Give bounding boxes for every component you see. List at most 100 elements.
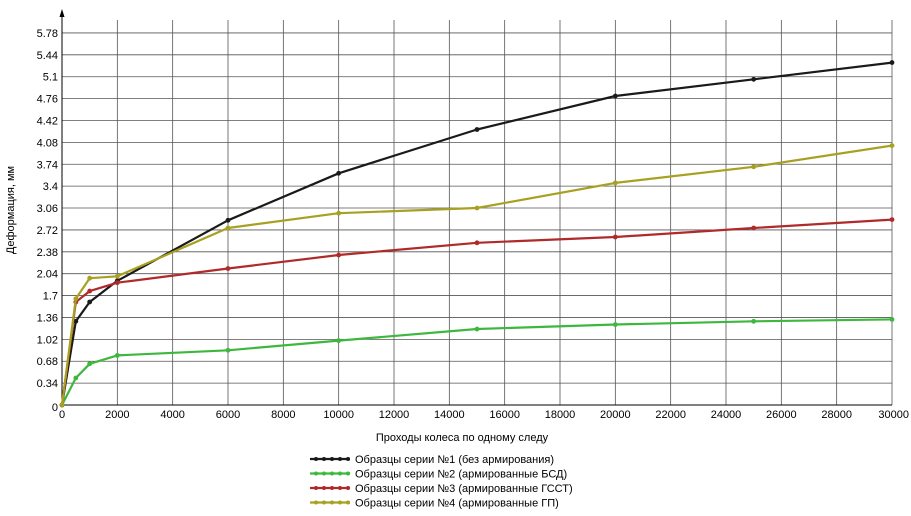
series-line bbox=[61, 318, 893, 406]
y-tick-label: 1.36 bbox=[37, 312, 58, 324]
x-tick-label: 12000 bbox=[379, 409, 410, 421]
data-point bbox=[336, 170, 342, 176]
data-point bbox=[751, 225, 757, 231]
series-1 bbox=[59, 60, 895, 408]
legend-item: Образцы серии №3 (армированные ГССТ) bbox=[310, 483, 573, 495]
legend-swatch-marker bbox=[314, 486, 318, 490]
x-tick-label: 0 bbox=[59, 409, 65, 421]
y-tick-label: 5.78 bbox=[37, 28, 58, 40]
legend-item: Образцы серии №1 (без армирования) bbox=[310, 454, 554, 466]
x-tick-label: 14000 bbox=[434, 409, 465, 421]
data-point bbox=[114, 353, 120, 358]
data-point bbox=[751, 76, 757, 82]
data-point bbox=[474, 240, 480, 246]
data-point bbox=[87, 275, 93, 281]
x-tick-label: 4000 bbox=[160, 409, 184, 421]
data-point bbox=[225, 347, 231, 353]
data-point bbox=[474, 205, 480, 211]
legend-swatch-marker bbox=[338, 500, 342, 505]
legend-swatch-marker bbox=[330, 500, 334, 505]
data-point bbox=[73, 318, 79, 324]
x-tick-label: 18000 bbox=[545, 409, 576, 421]
data-point bbox=[336, 210, 342, 216]
grid bbox=[62, 20, 893, 405]
y-tick-label: 4.42 bbox=[37, 115, 58, 127]
legend-swatch-marker bbox=[346, 500, 350, 505]
data-point bbox=[751, 164, 757, 170]
data-point bbox=[889, 60, 895, 65]
x-tick-label: 22000 bbox=[655, 409, 686, 421]
legend-swatch-marker bbox=[322, 486, 326, 490]
legend-swatch-marker bbox=[330, 486, 334, 490]
y-axis-title: Деформация, мм bbox=[5, 166, 17, 254]
data-point bbox=[336, 338, 342, 344]
legend-swatch-marker bbox=[330, 471, 334, 476]
y-tick-label: 0.68 bbox=[37, 356, 58, 368]
y-tick-label: 4.76 bbox=[37, 94, 58, 106]
y-tick-label: 3.06 bbox=[37, 203, 58, 215]
series-4 bbox=[59, 143, 895, 408]
legend-swatch-marker bbox=[338, 486, 342, 490]
x-tick-label: 6000 bbox=[216, 409, 240, 421]
x-tick-label: 8000 bbox=[271, 409, 295, 421]
data-point bbox=[474, 326, 480, 332]
x-tick-label: 26000 bbox=[766, 409, 797, 421]
data-point bbox=[59, 402, 65, 408]
legend-swatch-marker bbox=[346, 457, 350, 461]
y-tick-label: 4.08 bbox=[37, 137, 58, 149]
legend-label: Образцы серии №2 (армированные БСД) bbox=[355, 469, 567, 481]
axes bbox=[59, 9, 892, 406]
data-point bbox=[225, 266, 231, 271]
legend-swatch-marker bbox=[338, 471, 342, 476]
data-point bbox=[73, 375, 79, 381]
y-tick-label: 3.74 bbox=[37, 159, 58, 171]
legend-label: Образцы серии №1 (без армирования) bbox=[355, 454, 554, 466]
legend-swatch-marker bbox=[338, 457, 342, 461]
data-point bbox=[889, 143, 895, 148]
legend-swatch-marker bbox=[314, 471, 318, 476]
x-tick-label: 20000 bbox=[600, 409, 631, 421]
y-axis-arrow bbox=[59, 9, 65, 17]
legend: Образцы серии №1 (без армирования) Образц… bbox=[310, 454, 573, 510]
legend-item: Образцы серии №2 (армированные БСД) bbox=[310, 469, 567, 481]
data-point bbox=[612, 93, 618, 99]
data-point bbox=[225, 225, 231, 231]
legend-swatch-marker bbox=[322, 457, 326, 461]
legend-label: Образцы серии №3 (армированные ГССТ) bbox=[355, 483, 573, 495]
data-point bbox=[889, 217, 895, 223]
legend-label: Образцы серии №4 (армированные ГП) bbox=[355, 498, 559, 510]
data-point bbox=[114, 280, 120, 286]
series-2 bbox=[59, 316, 895, 408]
data-point bbox=[474, 127, 480, 132]
legend-swatch-marker bbox=[322, 471, 326, 476]
data-point bbox=[889, 316, 895, 322]
x-tick-label: 2000 bbox=[105, 409, 129, 421]
x-tick-label: 24000 bbox=[711, 409, 742, 421]
series-line bbox=[60, 144, 893, 406]
legend-swatch-marker bbox=[314, 457, 318, 461]
y-tick-label: 5.1 bbox=[43, 72, 58, 84]
legend-swatch-marker bbox=[330, 457, 334, 461]
data-point bbox=[87, 299, 93, 305]
data-point bbox=[612, 180, 618, 186]
x-tick-label: 28000 bbox=[821, 409, 852, 421]
y-tick-label: 2.04 bbox=[37, 269, 58, 281]
legend-item: Образцы серии №4 (армированные ГП) bbox=[310, 498, 559, 510]
x-tick-labels: 0 2000 4000 6000 8000 10000 12000 14000 16000 180… bbox=[59, 409, 909, 421]
x-tick-label: 16000 bbox=[489, 409, 520, 421]
y-tick-label: 5.44 bbox=[37, 50, 58, 62]
x-tick-label: 30000 bbox=[878, 409, 909, 421]
y-tick-label: 2.38 bbox=[37, 247, 58, 259]
y-tick-label: 3.4 bbox=[43, 181, 58, 193]
y-tick-label: 1.7 bbox=[43, 291, 58, 303]
x-tick-label: 10000 bbox=[323, 409, 354, 421]
data-point bbox=[336, 252, 342, 258]
legend-swatch-marker bbox=[322, 500, 326, 505]
x-axis-title: Проходы колеса по одному следу bbox=[376, 432, 549, 444]
legend-swatch-marker bbox=[346, 486, 350, 490]
data-point bbox=[612, 234, 618, 240]
legend-swatch-marker bbox=[314, 500, 318, 505]
y-tick-label: 0.34 bbox=[37, 378, 58, 390]
data-point bbox=[114, 273, 120, 279]
y-tick-label: 1.02 bbox=[37, 334, 58, 346]
